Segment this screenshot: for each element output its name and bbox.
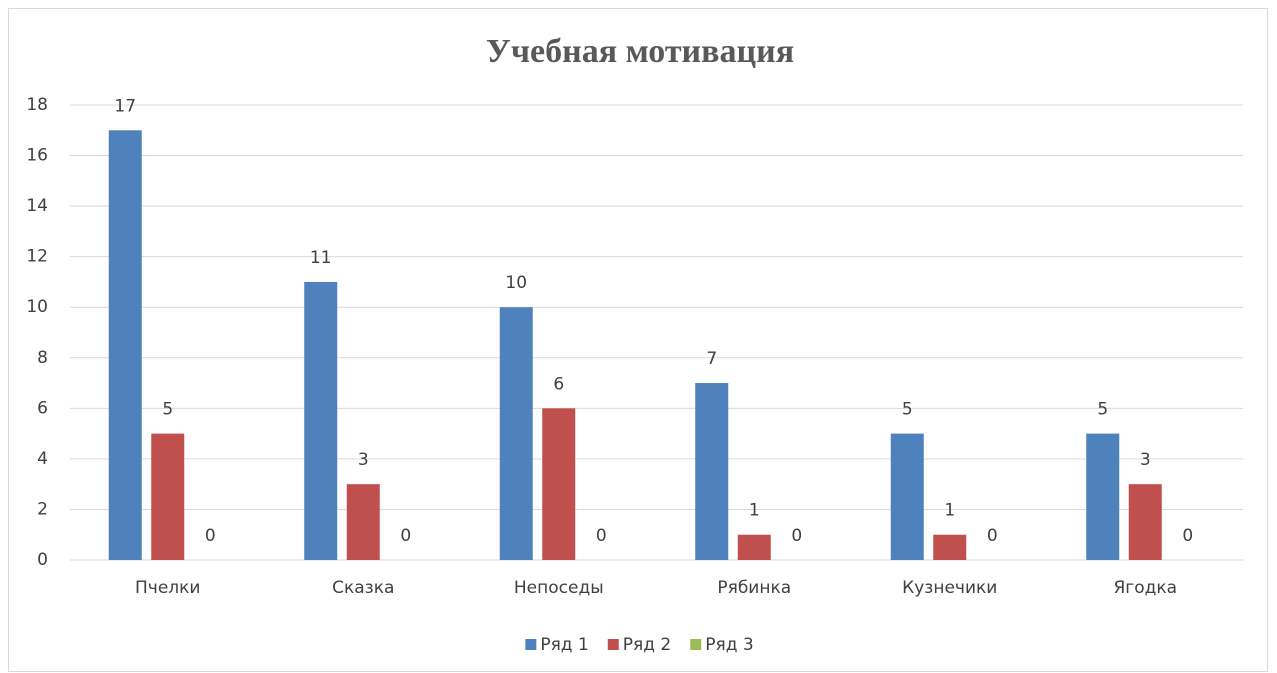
data-label: 3 [358,450,369,470]
data-label: 5 [1097,400,1108,420]
legend-label: Ряд 3 [705,635,753,655]
bar [499,307,533,560]
legend-label: Ряд 1 [540,635,588,655]
y-tick-label: 14 [26,196,48,216]
bar [151,433,185,560]
bar [695,383,729,560]
data-label: 11 [310,248,332,268]
x-tick-label: Ягодка [1113,578,1177,598]
legend-swatch [525,639,537,650]
bar [108,130,142,560]
y-tick-label: 8 [37,348,48,368]
legend-swatch [607,639,619,650]
chart-border [8,8,1268,672]
y-tick-label: 4 [37,449,48,469]
bar [1086,433,1120,560]
y-tick-label: 16 [26,146,48,166]
legend-swatch [690,639,702,650]
y-tick-label: 0 [37,550,48,570]
chart-title: Учебная мотивация [486,33,794,70]
bar [933,534,967,560]
x-tick-label: Пчелки [135,578,200,598]
data-label: 0 [987,526,998,546]
data-label: 17 [114,96,136,116]
x-tick-label: Сказка [332,578,394,598]
legend-label: Ряд 2 [623,635,671,655]
data-label: 0 [596,526,607,546]
x-tick-label: Кузнечики [902,578,997,598]
bar [346,484,380,560]
bar [542,408,576,560]
data-label: 10 [505,273,527,293]
y-tick-label: 10 [26,297,48,317]
x-tick-label: Рябинка [717,578,791,598]
bar [737,534,771,560]
bar [304,281,338,560]
y-tick-label: 18 [26,95,48,115]
data-label: 7 [706,349,717,369]
bar [1128,484,1162,560]
x-tick-label: Непоседы [514,578,604,598]
data-label: 0 [400,526,411,546]
bar [890,433,924,560]
data-label: 1 [944,501,955,521]
data-label: 5 [162,400,173,420]
data-label: 0 [791,526,802,546]
y-tick-label: 6 [37,398,48,418]
data-label: 6 [553,374,564,394]
y-tick-label: 2 [37,499,48,519]
data-label: 0 [205,526,216,546]
data-label: 5 [902,400,913,420]
data-label: 1 [749,501,760,521]
data-label: 0 [1182,526,1193,546]
y-tick-label: 12 [26,247,48,267]
data-label: 3 [1140,450,1151,470]
